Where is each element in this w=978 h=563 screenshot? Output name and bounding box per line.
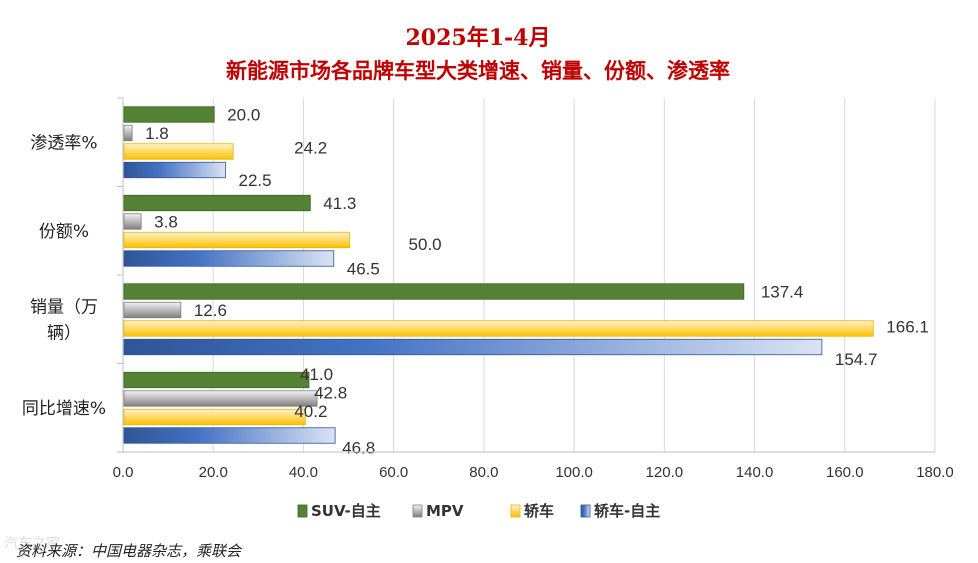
x-tick-label-6: 120.0 [646, 464, 684, 481]
category-label-1: 份额% [39, 222, 89, 242]
data-label-轿车-2: 166.1 [886, 318, 929, 337]
bar-轿车-自主-0 [123, 161, 226, 179]
axes: 0.0 20.0 40.0 60.0 80.0 100.0 120.0 140.0 160.0 1… [22, 97, 954, 481]
bar-SUV-自主-1 [123, 194, 311, 212]
bar-MPV-0 [123, 124, 133, 142]
data-label-轿车-自主-3: 46.8 [342, 439, 375, 458]
data-label-SUV-自主-3: 41.0 [300, 365, 333, 384]
legend-swatch-0 [297, 504, 308, 518]
data-label-轿车-3: 40.2 [294, 402, 327, 421]
x-tick-label-0: 0.0 [113, 464, 134, 481]
bar-MPV-2 [123, 301, 182, 319]
chart-subtitle: 新能源市场各品牌车型大类增速、销量、份额、渗透率 [226, 58, 730, 83]
bar-轿车-3 [123, 408, 306, 426]
data-label-MPV-2: 12.6 [194, 301, 227, 320]
chart-title: 2025年1-4月 [406, 25, 551, 51]
category-label-2: 销量（万 [30, 297, 98, 317]
bar-轿车-0 [123, 143, 234, 160]
bar-轿车-自主-1 [123, 250, 335, 267]
data-label-轿车-1: 50.0 [409, 235, 442, 254]
data-label-轿车-自主-1: 46.5 [347, 260, 380, 279]
x-tick-label-4: 80.0 [469, 464, 498, 481]
x-tick-label-8: 160.0 [826, 464, 864, 481]
bar-MPV-1 [123, 213, 142, 230]
x-tick-label-5: 100.0 [555, 464, 593, 481]
data-label-MPV-3: 42.8 [314, 384, 347, 403]
data-labels: 20.0 41.3 137.4 41.0 1.8 3.8 12.6 42.8 24.2 50.0 1… [145, 106, 929, 458]
data-label-MPV-0: 1.8 [145, 124, 169, 143]
category-label-0: 渗透率% [30, 133, 97, 153]
data-label-MPV-1: 3.8 [154, 213, 178, 232]
data-label-轿车-自主-2: 154.7 [835, 350, 878, 369]
bar-MPV-3 [123, 390, 318, 407]
watermark-text: 汽车之家 [4, 535, 60, 552]
x-tick-label-9: 180.0 [916, 464, 954, 481]
legend-label-0: SUV-自主 [311, 502, 381, 520]
data-label-SUV-自主-0: 20.0 [227, 106, 260, 125]
bar-SUV-自主-3 [123, 371, 310, 389]
x-tick-label-2: 40.0 [289, 464, 318, 481]
bar-轿车-自主-3 [123, 427, 336, 444]
legend-label-1: MPV [426, 502, 464, 520]
bar-SUV-自主-0 [123, 106, 215, 123]
bar-轿车-自主-2 [123, 338, 823, 356]
legend: SUV-自主 MPV 轿车 轿车-自主 [297, 502, 660, 520]
legend-label-2: 轿车 [524, 502, 554, 520]
bars [123, 106, 874, 444]
legend-swatch-3 [580, 504, 591, 518]
category-label-3: 同比增速% [22, 399, 106, 419]
x-tick-label-1: 20.0 [199, 464, 228, 481]
category-label-2: 辆） [47, 323, 81, 343]
legend-label-3: 轿车-自主 [594, 502, 660, 520]
bar-SUV-自主-2 [123, 283, 745, 300]
legend-swatch-1 [412, 504, 423, 518]
source-note: 资料来源：中国电器杂志，乘联会 [16, 542, 243, 560]
x-tick-label-7: 140.0 [736, 464, 774, 481]
bar-轿车-2 [123, 320, 874, 337]
data-label-轿车-自主-0: 22.5 [239, 171, 272, 190]
data-label-SUV-自主-2: 137.4 [761, 283, 804, 302]
data-label-轿车-0: 24.2 [294, 139, 327, 158]
bar-轿车-1 [123, 231, 350, 249]
data-label-SUV-自主-1: 41.3 [323, 194, 356, 213]
x-tick-label-3: 60.0 [379, 464, 408, 481]
legend-swatch-2 [510, 504, 521, 518]
